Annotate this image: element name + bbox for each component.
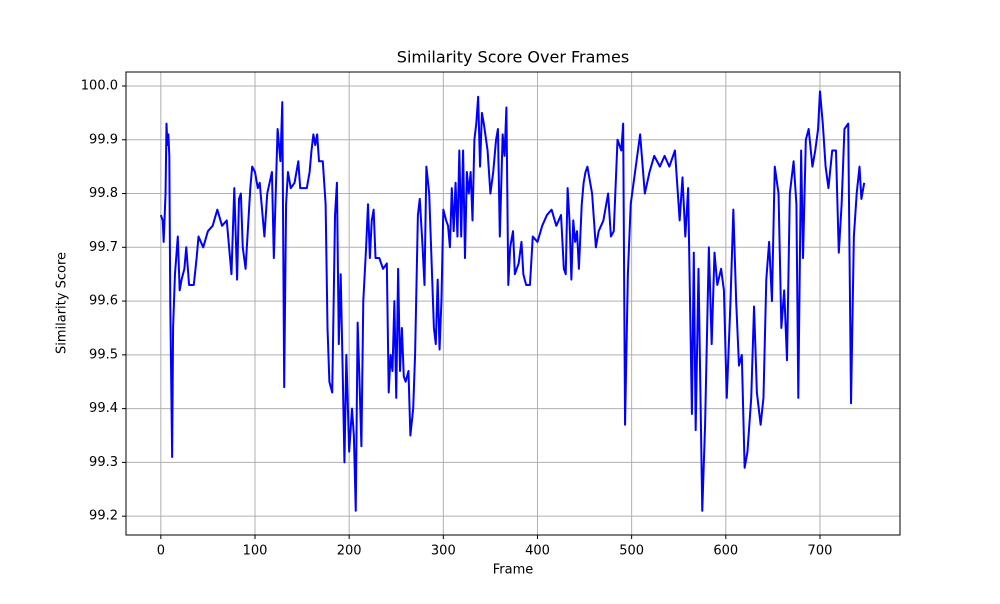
y-axis-label: Similarity Score — [55, 252, 70, 354]
x-tick-label: 400 — [525, 544, 550, 559]
y-tick-label: 99.9 — [89, 132, 118, 147]
x-axis-label: Frame — [493, 563, 534, 578]
line-series — [159, 90, 866, 512]
x-tick-label: 600 — [713, 544, 738, 559]
y-tick-label: 99.6 — [89, 294, 118, 309]
y-tick-label: 99.8 — [89, 186, 118, 201]
y-tick-label: 99.7 — [89, 240, 118, 255]
x-tick-label: 700 — [808, 544, 833, 559]
y-tick-label: 100.0 — [81, 78, 118, 93]
x-tick-label: 500 — [619, 544, 644, 559]
y-tick-label: 99.4 — [89, 401, 118, 416]
chart-title: Similarity Score Over Frames — [397, 48, 629, 67]
x-tick-label: 300 — [431, 544, 456, 559]
y-tick-label: 99.2 — [89, 509, 118, 524]
x-tick-label: 100 — [243, 544, 268, 559]
x-tick-label: 0 — [157, 544, 165, 559]
plot-frame — [125, 71, 901, 536]
y-tick-label: 99.3 — [89, 455, 118, 470]
y-tick-label: 99.5 — [89, 347, 118, 362]
x-tick-label: 200 — [337, 544, 362, 559]
